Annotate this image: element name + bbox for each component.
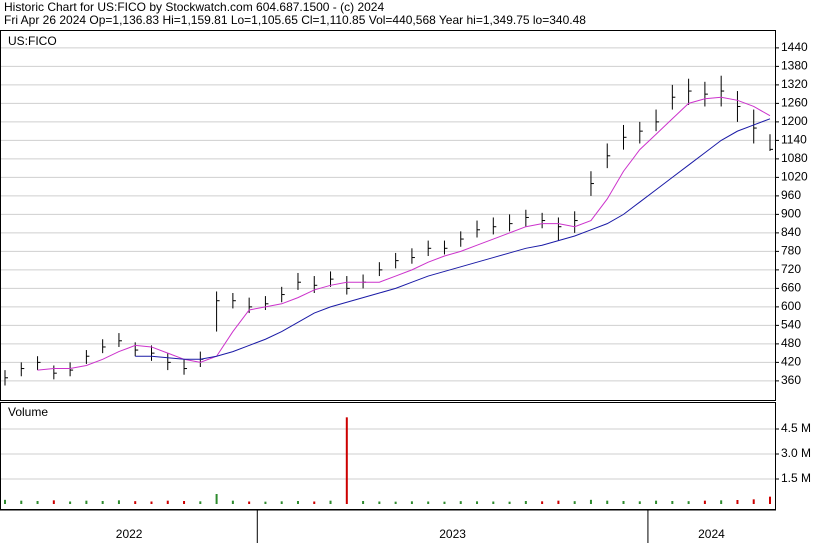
volume-bar (492, 501, 495, 504)
volume-bar (573, 501, 576, 504)
volume-bar (166, 500, 169, 504)
y-tick-label: 1320 (781, 77, 808, 91)
y-tick-label: 1380 (781, 59, 808, 73)
y-tick-label: 480 (781, 336, 801, 350)
volume-bar (85, 500, 88, 504)
y-tick-label: 900 (781, 207, 801, 221)
volume-bar (101, 501, 104, 504)
volume-bar (524, 501, 527, 504)
volume-bar (215, 494, 218, 504)
volume-panel (0, 402, 776, 510)
y-tick-label: 660 (781, 281, 801, 295)
volume-bar (671, 501, 674, 504)
y-tick-label: 960 (781, 188, 801, 202)
volume-bar (655, 500, 658, 504)
volume-bar (589, 499, 592, 504)
volume-bar (231, 500, 234, 504)
x-tick-label: 2023 (439, 527, 466, 541)
volume-bar (280, 501, 283, 504)
y-tick-label: 780 (781, 244, 801, 258)
volume-bar (248, 501, 251, 504)
y-tick-label: 840 (781, 225, 801, 239)
price-label: US:FICO (8, 34, 57, 48)
y2-tick-label: 4.5 M (781, 421, 811, 435)
y-tick-label: 1440 (781, 40, 808, 54)
y-tick-label: 1260 (781, 96, 808, 110)
y2-tick-label: 3.0 M (781, 446, 811, 460)
volume-bar (199, 501, 202, 504)
volume-bar (313, 501, 316, 504)
volume-bar (622, 501, 625, 504)
y-tick-label: 600 (781, 299, 801, 313)
volume-bar (394, 501, 397, 504)
moving-average (135, 118, 771, 360)
volume-bar (736, 500, 739, 504)
volume-bar (296, 501, 299, 504)
volume-bar (329, 500, 332, 504)
volume-bar (150, 501, 153, 504)
volume-bar (69, 501, 72, 504)
volume-bar (4, 499, 6, 504)
volume-bar (52, 500, 55, 504)
volume-bar (36, 501, 39, 504)
volume-bar (378, 501, 381, 504)
volume-bar (720, 500, 723, 504)
volume-label: Volume (8, 405, 48, 419)
chart-title: Historic Chart for US:FICO by Stockwatch… (4, 0, 384, 14)
volume-bar (557, 500, 560, 504)
chart-subtitle: Fri Apr 26 2024 Op=1,136.83 Hi=1,159.81 … (4, 13, 586, 27)
volume-bar (459, 501, 462, 504)
volume-bar (134, 501, 137, 504)
volume-bar (541, 501, 544, 504)
volume-bar (345, 417, 348, 504)
volume-bar (264, 501, 267, 504)
y-tick-label: 360 (781, 373, 801, 387)
volume-bar (508, 501, 511, 504)
y-tick-label: 720 (781, 262, 801, 276)
moving-average (37, 96, 771, 371)
y-tick-label: 1200 (781, 114, 808, 128)
x-tick-label: 2022 (116, 527, 143, 541)
volume-bar (410, 501, 413, 504)
volume-bar (687, 501, 690, 504)
y-tick-label: 1140 (781, 133, 807, 147)
volume-bar (443, 501, 446, 504)
y-tick-label: 420 (781, 355, 801, 369)
volume-bar (183, 501, 186, 504)
x-tick-label: 2024 (698, 527, 725, 541)
volume-bar (427, 501, 430, 504)
y-tick-label: 1020 (781, 170, 808, 184)
y-tick-label: 540 (781, 318, 801, 332)
volume-bar (769, 496, 771, 504)
volume-bar (606, 500, 609, 504)
y2-tick-label: 1.5 M (781, 471, 811, 485)
volume-bar (20, 500, 23, 504)
volume-bar (117, 500, 120, 504)
price-panel (0, 30, 776, 401)
volume-bar (638, 501, 641, 504)
volume-bar (476, 501, 479, 504)
y-tick-label: 1080 (781, 151, 808, 165)
volume-bar (752, 499, 755, 504)
volume-bar (703, 500, 706, 504)
volume-bar (362, 501, 365, 504)
